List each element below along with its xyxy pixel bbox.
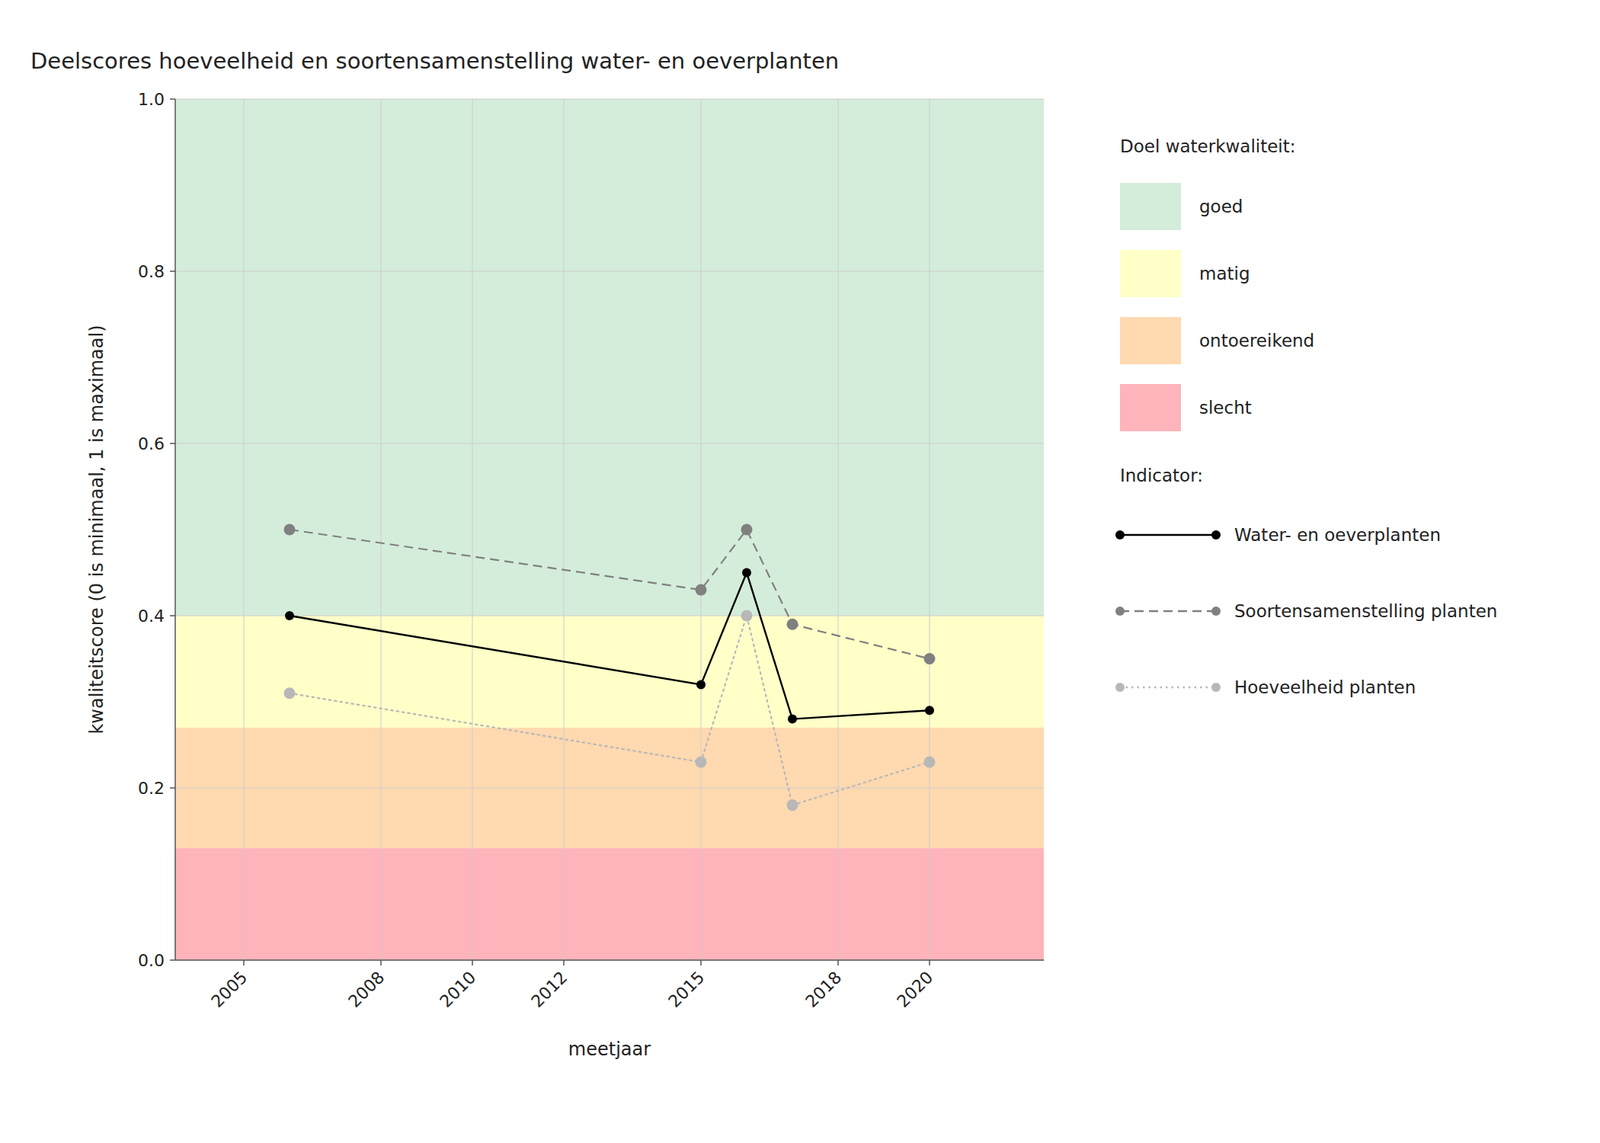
legend-swatch: [1120, 249, 1181, 298]
legend-marker: [1211, 606, 1221, 616]
x-tick-label: 2018: [801, 967, 845, 1012]
bands: [175, 99, 1044, 960]
quality-band: [175, 727, 1044, 848]
legend-line: [1120, 534, 1216, 536]
grid-line-y: [175, 960, 1044, 961]
grid-line-x: [243, 99, 245, 960]
legend-line: [1120, 610, 1216, 612]
legend-label: slecht: [1199, 397, 1252, 418]
grid-line-y: [175, 271, 1044, 272]
grid-line-y: [175, 787, 1044, 789]
legend-label: matig: [1199, 263, 1251, 284]
x-tick: [837, 960, 839, 966]
series-marker: [787, 714, 797, 724]
x-tick-label: 2005: [207, 967, 251, 1012]
grid-line-y: [175, 615, 1044, 617]
series-marker: [924, 756, 936, 768]
legend-marker: [1211, 682, 1221, 692]
x-tick: [700, 960, 702, 966]
legend-label: ontoereikend: [1199, 330, 1315, 351]
series-marker: [741, 524, 753, 536]
y-tick-label: 0.2: [137, 778, 165, 798]
x-tick: [928, 960, 931, 966]
y-tick: [169, 98, 176, 100]
legend-swatch: [1120, 182, 1181, 231]
series-marker: [284, 524, 296, 536]
series-marker: [695, 756, 708, 768]
y-tick-label: 1.0: [137, 89, 165, 109]
x-tick: [563, 960, 565, 966]
legend-label: Water- en oeverplanten: [1234, 524, 1441, 545]
series: [284, 568, 935, 724]
series-marker: [741, 610, 753, 622]
y-tick: [169, 787, 176, 789]
quality-band: [175, 848, 1044, 960]
chart: Deelscores hoeveelheid en soortensamenst…: [0, 0, 1600, 1143]
series: [284, 524, 936, 666]
series-marker: [924, 705, 935, 715]
x-tick-label: 2010: [435, 967, 480, 1012]
x-tick-label: 2015: [664, 967, 708, 1012]
y-tick: [169, 442, 176, 445]
legend-title: Doel waterkwaliteit:: [1120, 136, 1296, 157]
series-line: [289, 529, 930, 660]
legend-label: Hoeveelheid planten: [1234, 677, 1416, 698]
series-group: [284, 524, 936, 812]
x-axis-label: meetjaar: [568, 1038, 651, 1060]
x-tick-label: 2012: [527, 967, 571, 1012]
legend: Doel waterkwaliteit: goed matig ontoereiken…: [1115, 136, 1498, 698]
legend-label: Soortensamenstelling planten: [1234, 601, 1498, 621]
series-line: [289, 572, 930, 720]
series-marker: [742, 568, 752, 578]
grid-line-x: [563, 99, 565, 960]
legend-swatch: [1120, 316, 1181, 365]
x-tick: [380, 960, 382, 966]
y-tick: [169, 959, 176, 961]
series-marker: [696, 679, 706, 689]
x-tick: [243, 960, 245, 966]
series-marker: [284, 687, 296, 699]
y-tick-label: 0.0: [137, 950, 165, 970]
x-tick: [471, 960, 474, 966]
legend-line: [1120, 686, 1216, 688]
grid-line-x: [700, 99, 702, 960]
grid-line-x: [929, 99, 931, 960]
grid: [175, 99, 1044, 960]
grid-line-y: [175, 443, 1044, 445]
series-line: [289, 615, 930, 806]
x-tick-label: 2008: [344, 967, 388, 1012]
y-tick-label: 0.4: [137, 606, 165, 626]
quality-band: [175, 99, 1044, 616]
series-marker: [924, 652, 936, 665]
legend-label: goed: [1199, 196, 1243, 217]
legend-marker: [1115, 606, 1125, 616]
grid-line-y: [175, 99, 1044, 100]
series-marker: [787, 799, 799, 811]
legend-swatch: [1120, 384, 1181, 432]
x-axis-line: [175, 959, 1044, 961]
x-tick-label: 2020: [892, 967, 937, 1012]
legend-marker: [1115, 682, 1125, 692]
grid-line-x: [472, 99, 474, 960]
grid-line-x: [838, 99, 839, 960]
y-tick: [169, 614, 176, 617]
legend-marker: [1115, 530, 1125, 540]
y-tick-label: 0.6: [137, 434, 165, 454]
y-tick: [169, 270, 176, 272]
y-tick-label: 0.8: [137, 262, 165, 282]
legend-title: Indicator:: [1120, 465, 1204, 486]
series: [284, 610, 936, 812]
y-axis-label: kwaliteitscore (0 is minimaal, 1 is maxi…: [86, 324, 108, 734]
legend-marker: [1211, 530, 1221, 540]
y-axis-line: [174, 99, 176, 960]
title: Deelscores hoeveelheid en soortensamenst…: [30, 48, 839, 74]
series-marker: [284, 611, 295, 621]
grid-line-x: [380, 99, 382, 960]
series-marker: [787, 618, 799, 631]
series-marker: [695, 584, 708, 596]
